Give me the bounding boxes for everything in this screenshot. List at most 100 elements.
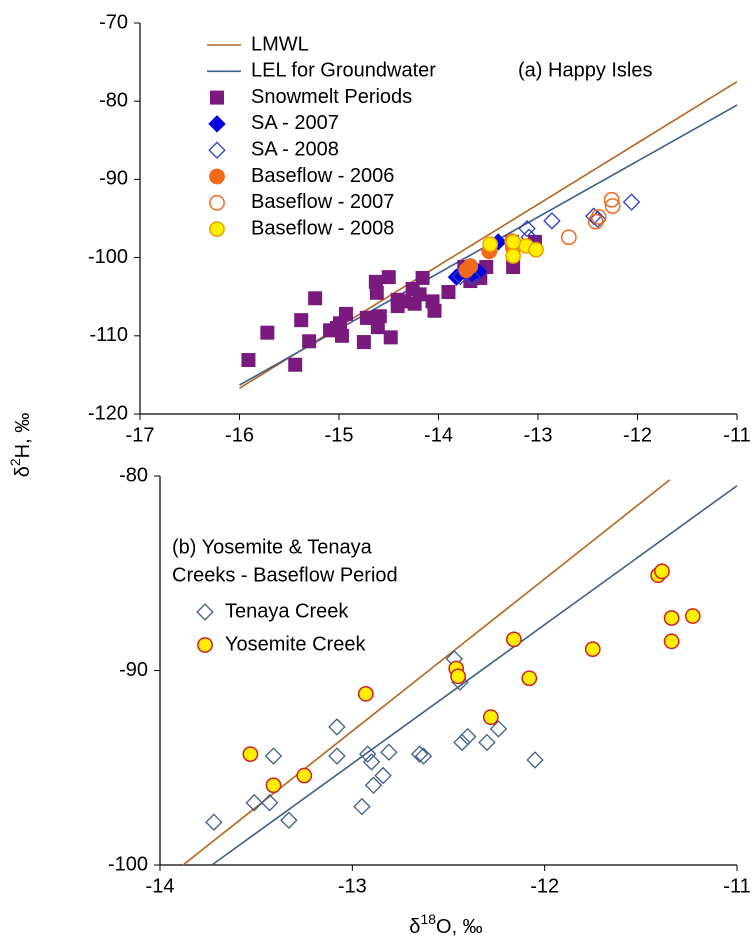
marker — [684, 608, 701, 624]
marker — [412, 287, 427, 302]
annotation: (a) Happy Isles — [518, 59, 653, 81]
marker — [462, 258, 479, 275]
marker — [505, 234, 522, 250]
legend-marker — [208, 141, 226, 159]
axis-title-part: δ — [409, 916, 420, 938]
legend-marker — [209, 194, 225, 211]
marker — [241, 353, 256, 368]
legend-label: Baseflow - 2006 — [251, 165, 394, 187]
axis-title-part: H, ‰ — [12, 413, 34, 459]
marker — [296, 767, 313, 784]
marker — [260, 794, 279, 812]
y-tick-label: -100 — [88, 246, 128, 268]
marker — [328, 747, 346, 765]
marker — [364, 776, 383, 794]
legend-marker — [210, 90, 224, 105]
y-tick-label: -100 — [108, 853, 148, 875]
marker — [359, 745, 377, 763]
marker — [528, 241, 544, 258]
marker — [654, 563, 670, 580]
y-tick-label: -80 — [99, 89, 128, 111]
marker — [308, 291, 323, 306]
legend-marker — [208, 115, 226, 133]
marker — [280, 811, 298, 829]
marker — [482, 709, 499, 726]
axis-title: δ18O, ‰ — [409, 911, 482, 939]
marker — [459, 727, 477, 746]
marker — [450, 668, 467, 685]
marker — [604, 198, 621, 214]
y-tick-label: -110 — [89, 324, 128, 346]
legend-label: SA - 2008 — [251, 138, 339, 160]
marker — [415, 270, 430, 285]
marker — [482, 236, 499, 253]
legend-label: LEL for Groundwater — [251, 60, 436, 82]
marker — [338, 306, 353, 321]
marker — [518, 219, 536, 238]
line — [211, 485, 738, 866]
x-tick-label: -15 — [325, 424, 354, 446]
marker — [427, 303, 442, 318]
marker — [587, 213, 604, 230]
legend-label: Baseflow - 2008 — [251, 217, 394, 239]
marker — [260, 325, 275, 340]
marker — [505, 248, 522, 264]
marker — [663, 633, 680, 650]
marker — [383, 330, 398, 345]
annotation: (b) Yosemite & Tenaya — [172, 536, 373, 558]
x-tick-label: -17 — [126, 424, 155, 446]
legend-label: Yosemite Creek — [225, 633, 366, 655]
x-tick-label: -11 — [723, 424, 750, 446]
legend-marker — [209, 168, 225, 185]
legend-label: LMWL — [251, 33, 309, 55]
line — [239, 80, 738, 389]
marker — [560, 229, 577, 246]
marker — [205, 813, 223, 831]
x-tick-label: -14 — [424, 424, 453, 446]
legend-label: Baseflow - 2007 — [251, 191, 394, 213]
marker — [288, 357, 303, 372]
marker — [369, 285, 384, 300]
annotation: Creeks - Baseflow Period — [172, 564, 398, 586]
legend-label: SA - 2007 — [251, 112, 339, 134]
marker — [294, 313, 309, 328]
legend-label: Snowmelt Periods — [251, 86, 412, 108]
axis-title-part: 2 — [7, 458, 23, 466]
marker — [356, 335, 371, 350]
y-tick-label: -80 — [119, 464, 148, 486]
marker — [353, 797, 371, 816]
marker — [584, 641, 601, 658]
marker — [265, 777, 282, 794]
x-tick-label: -13 — [524, 424, 553, 446]
marker — [526, 751, 544, 769]
x-tick-label: -12 — [623, 424, 652, 446]
marker — [478, 733, 496, 752]
marker — [441, 285, 456, 300]
marker — [264, 747, 283, 765]
marker — [603, 191, 620, 208]
marker — [663, 610, 680, 626]
marker — [588, 210, 607, 229]
marker — [505, 631, 522, 648]
y-tick-label: -90 — [99, 168, 128, 190]
marker — [302, 334, 317, 349]
marker — [590, 209, 607, 225]
marker — [362, 753, 381, 771]
legend-marker — [197, 637, 213, 653]
y-tick-label: -90 — [119, 659, 148, 681]
axis-title-part: 18 — [420, 911, 436, 927]
marker — [357, 685, 374, 702]
legend-label: Tenaya Creek — [225, 600, 349, 622]
marker — [245, 794, 263, 812]
y-tick-label: -120 — [88, 402, 128, 424]
marker — [334, 328, 349, 343]
marker — [410, 745, 429, 763]
marker — [328, 718, 346, 736]
axis-title-part: δ — [12, 466, 34, 477]
axis-title-part: O, ‰ — [436, 916, 483, 938]
x-tick-label: -12 — [530, 875, 559, 897]
marker — [543, 212, 561, 230]
marker — [242, 746, 259, 763]
marker — [380, 743, 398, 761]
